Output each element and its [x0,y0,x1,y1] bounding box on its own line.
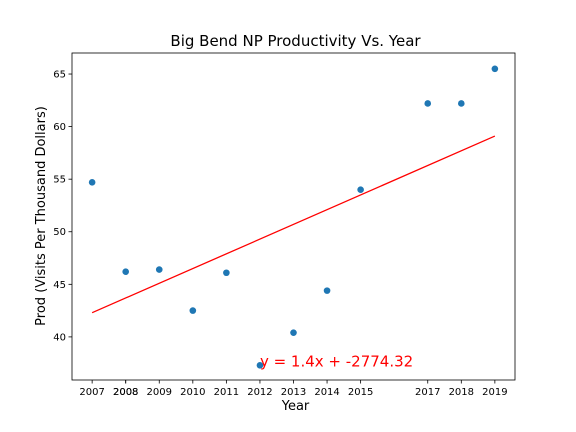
data-point [323,287,331,294]
data-point [458,100,465,107]
data-point [88,179,96,186]
x-axis-label: Year [281,399,310,414]
x-tick-label: 2009 [147,387,172,398]
y-tick-label: 55 [53,175,66,186]
x-tick-label: 2015 [348,387,373,398]
data-point [424,100,432,107]
data-point [491,65,499,73]
x-tick-label: 2014 [314,387,339,398]
regression-equation: y = 1.4x + -2774.32 [260,352,413,370]
x-tick-label: 2008 [113,387,138,398]
x-tick-label: 2019 [482,387,507,398]
data-point [357,186,364,193]
data-point [189,307,197,314]
y-tick-label: 50 [53,227,66,238]
x-tick-label: 2010 [180,387,205,398]
y-tick-label: 40 [53,332,66,343]
data-point [155,266,163,273]
x-tick-label: 2007 [79,387,104,398]
data-point [290,329,297,336]
x-tick-label: 2018 [449,387,474,398]
y-tick-label: 45 [53,280,66,291]
data-point [122,268,129,276]
data-point [256,361,264,369]
regression-line [91,135,496,314]
x-tick-label: 2011 [214,387,239,398]
y-axis-label: Prod (Visits Per Thousand Dollars) [34,106,49,326]
y-tick-label: 60 [53,122,66,133]
data-point [223,269,230,277]
y-tick-label: 65 [53,70,66,81]
x-tick-label: 2017 [415,387,440,398]
chart-title: Big Bend NP Productivity Vs. Year [170,32,421,50]
x-tick-label: 2008 [113,387,138,398]
x-tick-label: 2012 [247,387,272,398]
x-tick-label: 2013 [281,387,306,398]
